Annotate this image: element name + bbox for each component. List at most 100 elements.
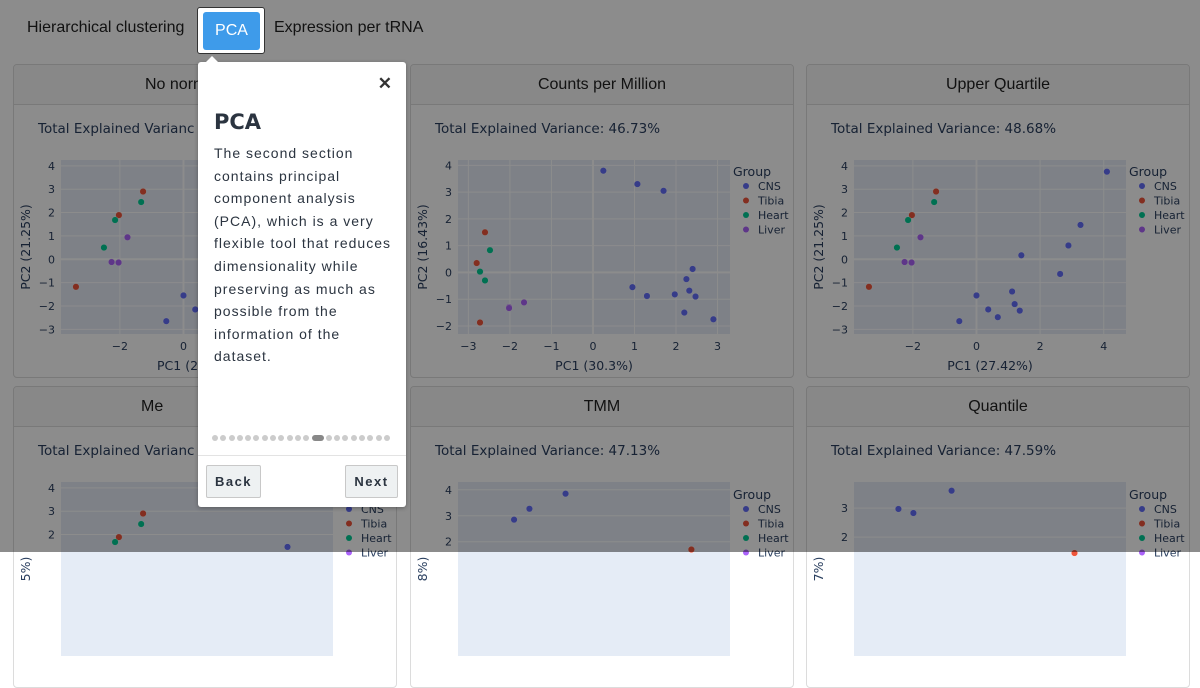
data-point-tibia bbox=[139, 510, 147, 518]
tour-step-dot[interactable] bbox=[270, 435, 277, 441]
y-tick-label: 3 bbox=[48, 505, 55, 518]
data-point-tibia bbox=[72, 283, 80, 291]
tour-step-dot[interactable] bbox=[236, 435, 243, 441]
data-point-cns bbox=[1077, 221, 1085, 229]
data-point-cns bbox=[692, 293, 700, 301]
legend-marker-cns bbox=[743, 506, 749, 512]
tour-step-dot[interactable] bbox=[375, 435, 382, 441]
back-button[interactable]: Back bbox=[206, 465, 261, 498]
data-point-cns bbox=[909, 509, 917, 517]
data-point-liver bbox=[908, 259, 916, 267]
data-point-cns bbox=[525, 505, 533, 513]
legend-marker-heart bbox=[346, 535, 352, 541]
y-tick-label: −2 bbox=[436, 320, 452, 333]
tour-step-dot[interactable] bbox=[253, 435, 260, 441]
tour-overlay[interactable] bbox=[0, 0, 1200, 552]
y-tick-label: 4 bbox=[445, 484, 452, 497]
y-axis-title: 7%) bbox=[811, 557, 826, 582]
x-axis-title: PC1 (27.42%) bbox=[947, 358, 1033, 373]
legend-marker-heart bbox=[1139, 212, 1145, 218]
legend-title: Group bbox=[1129, 487, 1167, 502]
legend-marker-cns bbox=[1139, 506, 1145, 512]
tour-step-dot-active[interactable] bbox=[311, 435, 324, 441]
tab-hierarchical-clustering[interactable]: Hierarchical clustering bbox=[27, 19, 185, 36]
y-tick-label: −1 bbox=[832, 277, 848, 290]
variance-label: Total Explained Variance: 48.68% bbox=[830, 121, 1056, 137]
tour-step-dot[interactable] bbox=[325, 435, 332, 441]
variance-label: Total Explained Varianc bbox=[37, 121, 194, 137]
data-point-tibia bbox=[932, 188, 940, 196]
x-tick-label: 2 bbox=[673, 340, 680, 353]
close-icon[interactable]: ✕ bbox=[377, 74, 392, 93]
popover-arrow bbox=[206, 56, 218, 62]
legend-marker-cns bbox=[1139, 183, 1145, 189]
data-point-cns bbox=[284, 543, 292, 551]
data-point-cns bbox=[633, 180, 641, 188]
data-point-liver bbox=[505, 304, 513, 312]
tour-step-dot[interactable] bbox=[220, 435, 227, 441]
tour-step-dot[interactable] bbox=[212, 435, 218, 441]
data-point-cns bbox=[1017, 251, 1025, 259]
legend-marker-liver bbox=[1139, 226, 1145, 233]
y-tick-label: 3 bbox=[841, 502, 848, 515]
next-button[interactable]: Next bbox=[345, 465, 398, 498]
tour-step-dot[interactable] bbox=[294, 435, 301, 441]
data-point-cns bbox=[955, 317, 963, 325]
tab-pca[interactable]: PCA bbox=[203, 12, 260, 50]
tour-step-dot[interactable] bbox=[342, 435, 349, 441]
tour-body: The second section contains principal co… bbox=[214, 145, 391, 365]
data-point-cns bbox=[643, 292, 651, 300]
x-tick-label: −2 bbox=[502, 340, 518, 353]
tour-step-dot[interactable] bbox=[245, 435, 252, 441]
y-tick-label: 3 bbox=[445, 186, 452, 199]
legend-marker-cns bbox=[346, 506, 352, 512]
legend-item-heart: Heart bbox=[758, 532, 789, 545]
data-point-cns bbox=[894, 505, 902, 513]
legend-item-tibia: Tibia bbox=[1153, 518, 1180, 531]
variance-label: Total Explained Variance: 46.73% bbox=[434, 121, 660, 137]
scatter-plot: Total Explained Variance: 48.68% −2 0 2 4 −3 −… bbox=[811, 121, 1185, 373]
tour-step-dot[interactable] bbox=[303, 435, 310, 441]
data-point-heart bbox=[486, 246, 494, 254]
tour-step-dot[interactable] bbox=[334, 435, 341, 441]
tour-progress-dots bbox=[212, 435, 390, 441]
y-tick-label: 4 bbox=[841, 160, 848, 173]
tour-step-dot[interactable] bbox=[350, 435, 357, 441]
data-point-cns bbox=[1064, 241, 1072, 249]
data-point-tibia bbox=[473, 259, 481, 267]
legend-item-tibia: Tibia bbox=[360, 518, 387, 531]
tour-step-dot[interactable] bbox=[278, 435, 285, 441]
tour-step-dot[interactable] bbox=[261, 435, 268, 441]
y-tick-label: 4 bbox=[48, 160, 55, 173]
legend-item-heart: Heart bbox=[1154, 209, 1185, 222]
data-point-tibia bbox=[865, 283, 873, 291]
tour-step-dot[interactable] bbox=[359, 435, 366, 441]
tour-step-dot[interactable] bbox=[367, 435, 374, 441]
variance-label: Total Explained Variance: 47.59% bbox=[830, 443, 1056, 459]
x-axis-title: PC1 (2 bbox=[157, 358, 198, 373]
data-point-tibia bbox=[139, 188, 147, 196]
legend-marker-tibia bbox=[743, 520, 749, 527]
data-point-heart bbox=[111, 216, 119, 224]
tour-step-dot[interactable] bbox=[383, 435, 390, 441]
legend-marker-heart bbox=[743, 535, 749, 541]
legend-marker-liver bbox=[743, 226, 749, 233]
data-point-cns bbox=[562, 490, 570, 498]
data-point-liver bbox=[108, 258, 116, 266]
panel-upper-quartile: Upper Quartile Total Explained Variance: … bbox=[806, 64, 1190, 378]
data-point-cns bbox=[1016, 307, 1024, 315]
x-tick-label: −1 bbox=[543, 340, 559, 353]
panel-counts-per-million: Counts per Million Total Explained Varian… bbox=[410, 64, 794, 378]
y-tick-label: −3 bbox=[832, 323, 848, 336]
legend-item-cns: CNS bbox=[1154, 180, 1177, 193]
legend-item-liver: Liver bbox=[1154, 224, 1181, 237]
tour-step-dot[interactable] bbox=[228, 435, 235, 441]
tour-step-dot[interactable] bbox=[286, 435, 293, 441]
data-point-cns bbox=[660, 187, 668, 195]
tab-expression-per-trna[interactable]: Expression per tRNA bbox=[274, 19, 424, 36]
y-tick-label: 2 bbox=[445, 536, 452, 549]
variance-label: Total Explained Variance: 47.13% bbox=[434, 443, 660, 459]
data-point-cns bbox=[162, 317, 170, 325]
y-tick-label: −1 bbox=[436, 293, 452, 306]
y-tick-label: −2 bbox=[39, 300, 55, 313]
